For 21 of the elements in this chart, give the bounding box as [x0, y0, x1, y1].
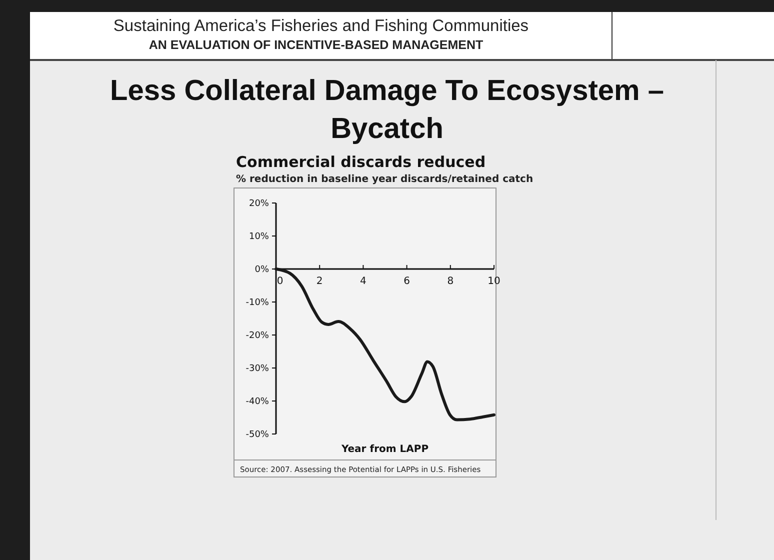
text: Less Collateral Damage To Ecosystem –	[110, 75, 664, 107]
chart-title: Commercial discards reduced	[236, 153, 486, 171]
text: AN EVALUATION OF INCENTIVE-BASED MANAGEMENT	[148, 38, 484, 52]
y-tick-label: -20%	[246, 331, 270, 342]
x-tick-label: 0	[276, 276, 284, 287]
text: Sustaining America’s Fisheries and Fishing Communities	[113, 17, 529, 35]
x-axis-title: Year from LAPP	[340, 444, 429, 455]
y-tick-label: 10%	[248, 232, 270, 242]
x-tick-label: 4	[360, 276, 366, 287]
x-tick-label: 2	[316, 276, 323, 287]
chart-subtitle: % reduction in baseline year discards/retained catch	[236, 174, 534, 185]
y-tick-label: 0%	[254, 265, 270, 276]
y-tick-label: -50%	[246, 430, 270, 440]
y-tick-label: -30%	[246, 364, 270, 374]
text: Bycatch	[330, 113, 444, 145]
y-tick-label: -10%	[246, 298, 270, 308]
x-tick-label: 8	[447, 276, 454, 287]
x-tick-label: 10	[488, 276, 500, 287]
y-tick-label: 20%	[248, 199, 270, 210]
y-tick-label: -40%	[246, 397, 270, 408]
x-tick-label: 6	[404, 276, 410, 287]
